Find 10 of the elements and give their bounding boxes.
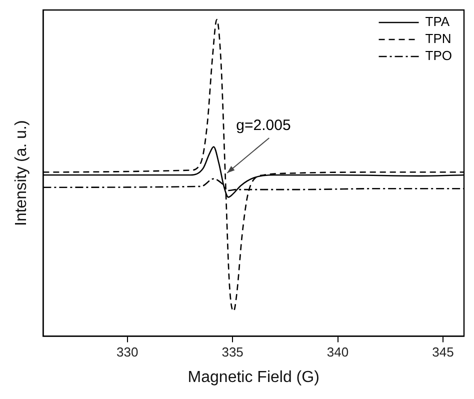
y-axis-title: Intensity (a. u.) (13, 120, 30, 226)
annotation: g=2.005 (236, 117, 291, 134)
legend-label: TPO (425, 48, 452, 64)
x-tick-label: 335 (222, 344, 244, 360)
legend-label: TPA (425, 14, 450, 30)
x-axis-title: Magnetic Field (G) (188, 368, 320, 386)
x-tick-label: 330 (116, 344, 138, 360)
x-tick-label: 340 (326, 344, 349, 360)
legend-label: TPN (425, 31, 452, 46)
x-tick-label: 345 (432, 344, 454, 360)
